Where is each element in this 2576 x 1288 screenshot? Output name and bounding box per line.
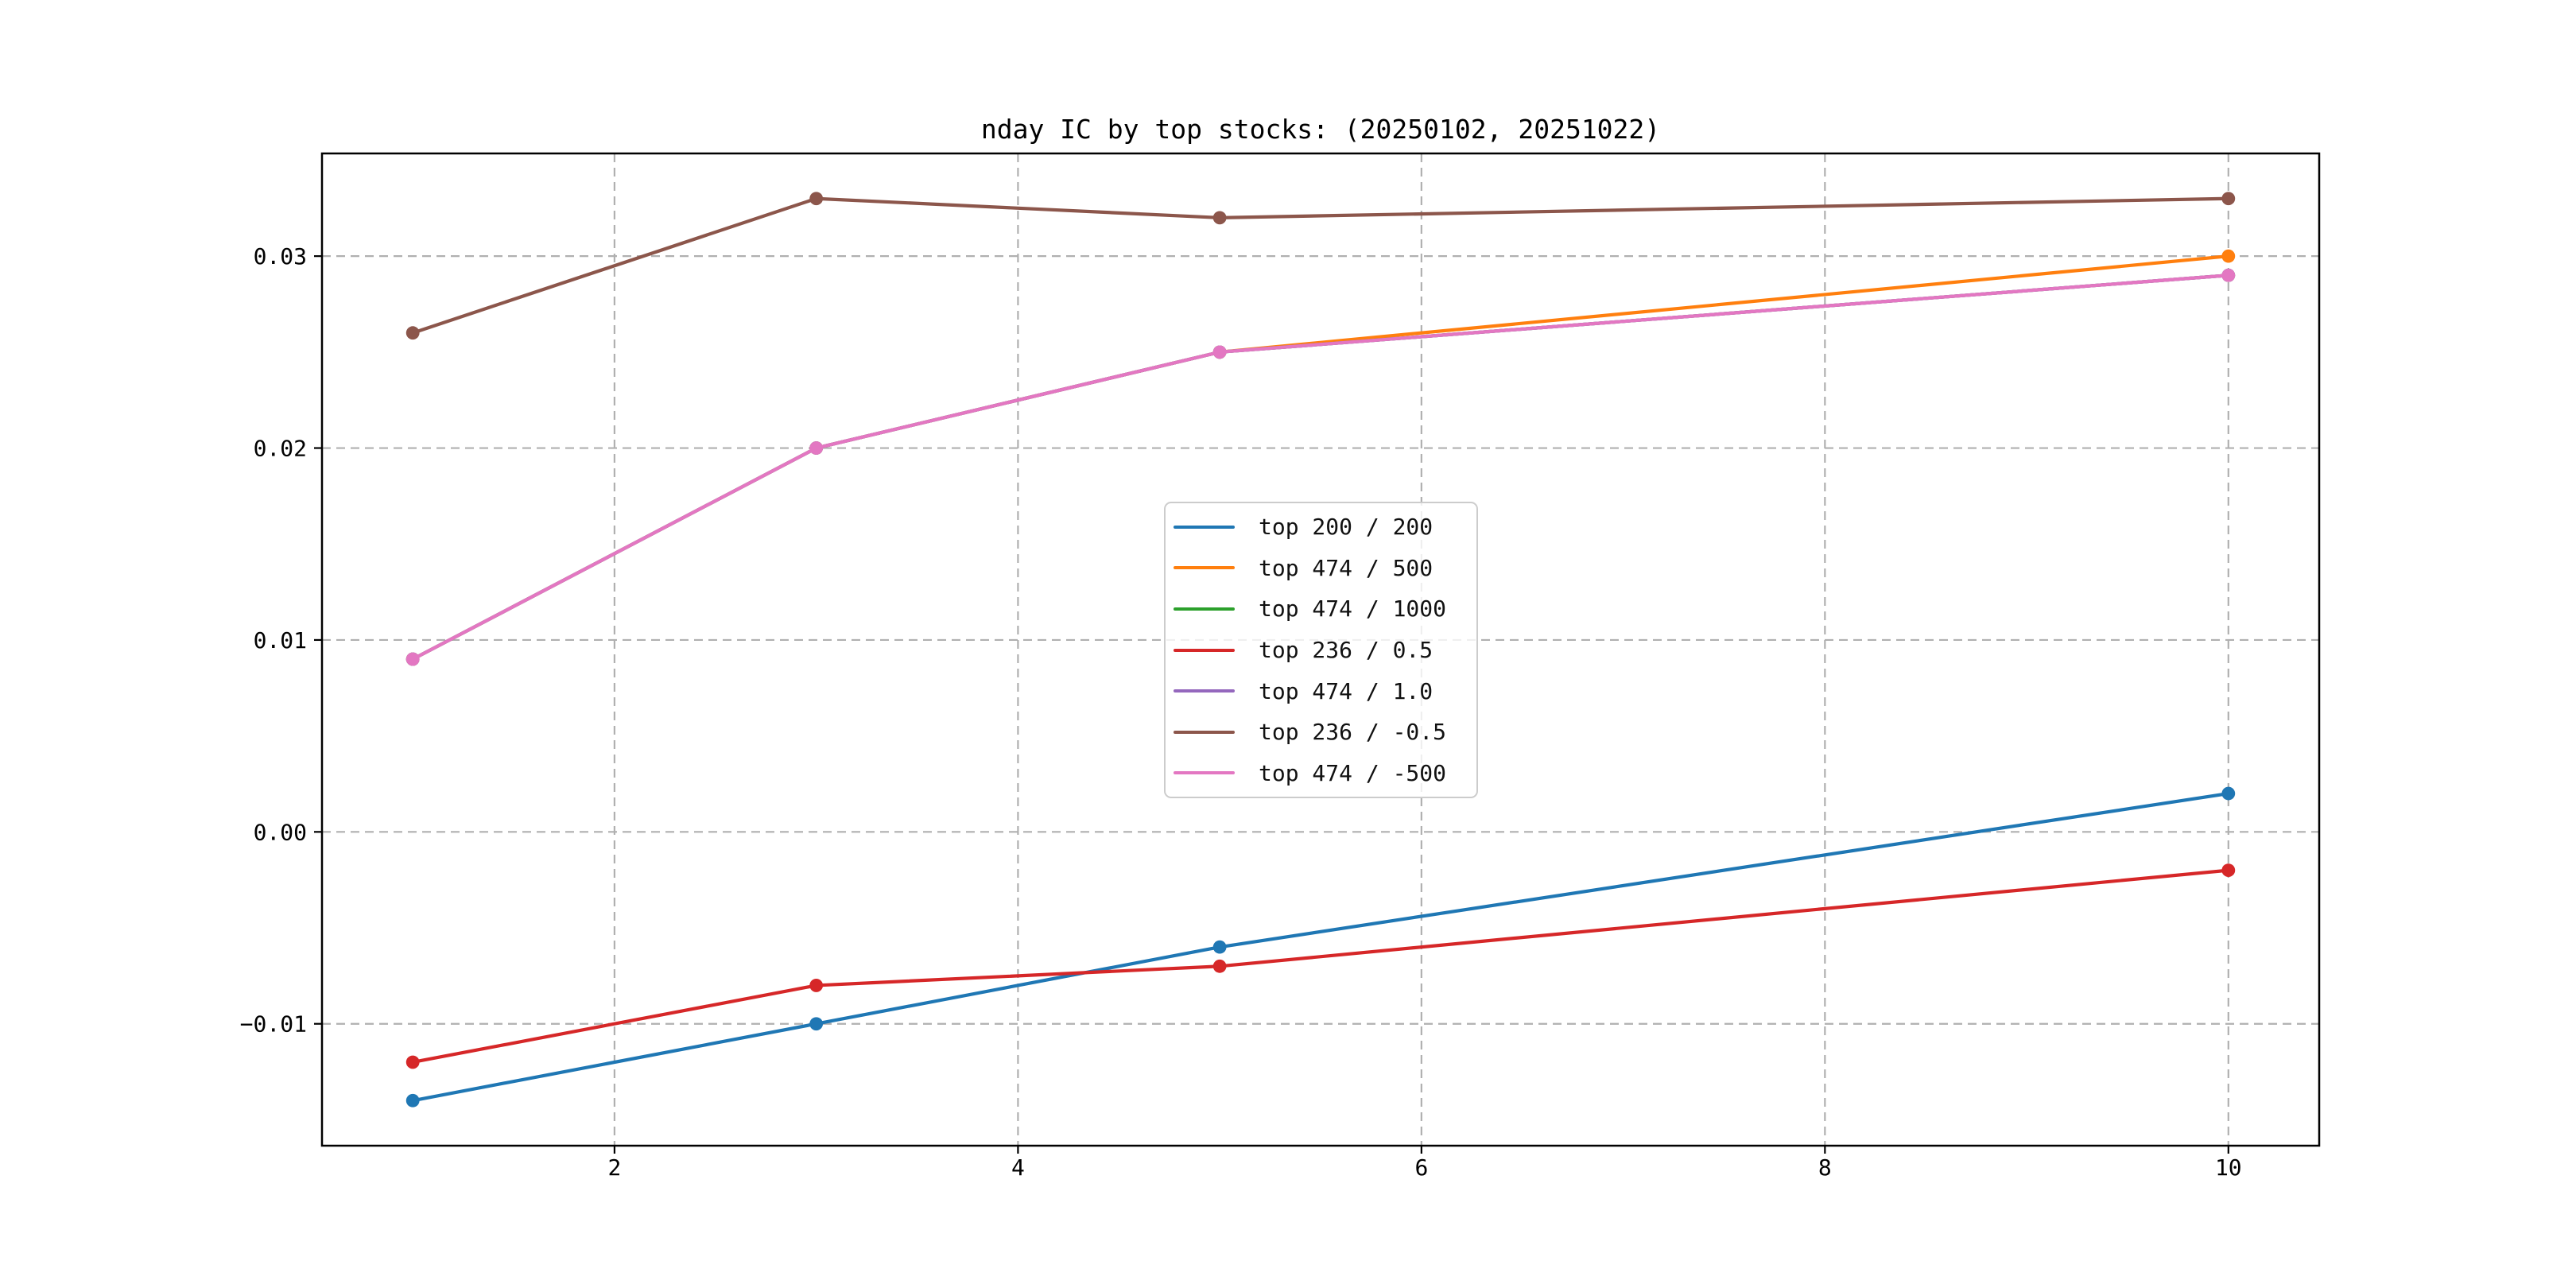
data-point-marker [1212, 959, 1227, 973]
data-point-marker [405, 1093, 420, 1108]
legend-item: top 200 / 200 [1166, 506, 1476, 548]
data-point-marker [809, 192, 824, 206]
legend: top 200 / 200 top 474 / 500 top 474 / 1000… [1164, 502, 1478, 798]
legend-label: top 474 / 1.0 [1259, 677, 1433, 704]
series-line [412, 274, 2229, 661]
legend-item: top 474 / 1.0 [1166, 670, 1476, 712]
legend-item: top 236 / -0.5 [1166, 712, 1476, 753]
legend-item: top 474 / -500 [1166, 752, 1476, 793]
series-line [412, 868, 2229, 1065]
x-tick-label: 6 [1414, 1154, 1428, 1181]
legend-label: top 474 / 1000 [1259, 596, 1447, 623]
legend-line-swatch [1174, 689, 1235, 693]
data-point-marker [1212, 345, 1227, 359]
x-tick-label: 8 [1818, 1154, 1832, 1181]
data-point-marker [405, 1055, 420, 1069]
data-point-marker [809, 441, 824, 455]
legend-item: top 474 / 1000 [1166, 588, 1476, 630]
data-point-marker [1212, 940, 1227, 954]
legend-label: top 236 / -0.5 [1259, 719, 1447, 746]
y-tick-label: 0.02 [254, 436, 307, 462]
legend-item: top 474 / 500 [1166, 548, 1476, 589]
data-point-marker [2221, 786, 2236, 801]
data-point-marker [405, 652, 420, 666]
data-point-marker [809, 979, 824, 992]
data-point-marker [2221, 192, 2236, 206]
x-tick-label: 4 [1011, 1154, 1025, 1181]
axes-border [320, 152, 2321, 1147]
legend-label: top 474 / 500 [1259, 554, 1433, 581]
series-line [412, 196, 2229, 335]
legend-line-swatch [1174, 525, 1235, 529]
data-point-marker [2221, 863, 2236, 878]
series-line [412, 791, 2229, 1103]
legend-line-swatch [1174, 648, 1235, 652]
y-tick-label: −0.01 [240, 1011, 307, 1038]
data-point-marker [809, 1017, 824, 1031]
chart-title: nday IC by top stocks: (20250102, 202510… [980, 114, 1661, 145]
data-point-marker [2221, 268, 2236, 282]
data-point-marker [405, 326, 420, 340]
data-point-marker [2221, 249, 2236, 263]
y-tick-label: 0.00 [254, 819, 307, 845]
legend-line-swatch [1174, 730, 1235, 734]
legend-line-swatch [1174, 607, 1235, 611]
x-tick-label: 10 [2215, 1154, 2242, 1181]
legend-label: top 474 / -500 [1259, 759, 1447, 786]
legend-line-swatch [1174, 566, 1235, 570]
legend-label: top 236 / 0.5 [1259, 637, 1433, 664]
legend-line-swatch [1174, 771, 1235, 775]
legend-label: top 200 / 200 [1259, 514, 1433, 541]
y-tick-label: 0.03 [254, 243, 307, 270]
x-tick-label: 2 [607, 1154, 621, 1181]
y-tick-label: 0.01 [254, 627, 307, 654]
data-point-marker [1212, 211, 1227, 225]
legend-item: top 236 / 0.5 [1166, 630, 1476, 671]
